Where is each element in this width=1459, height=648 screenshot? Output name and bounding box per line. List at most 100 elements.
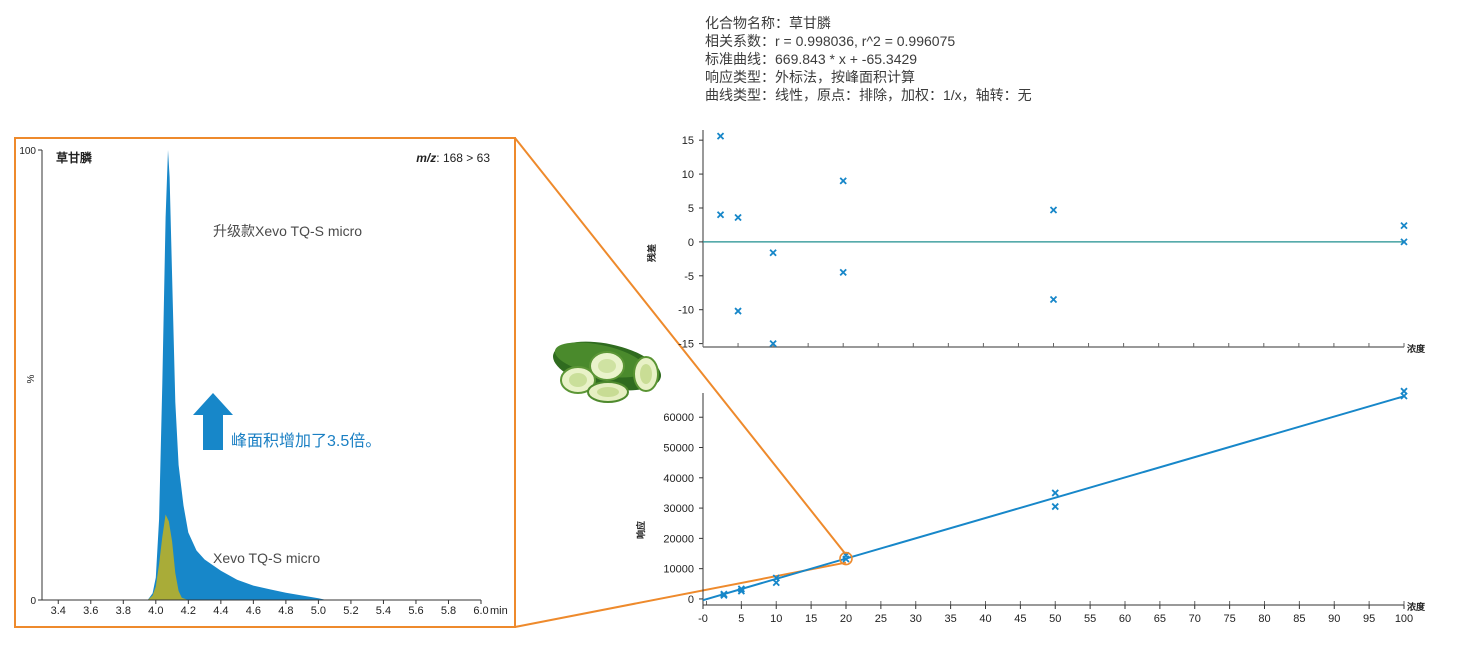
calibration-x-tick-label: 70 — [1189, 613, 1201, 625]
mz-label: m/z: 168 > 63 — [416, 151, 490, 165]
chrom-x-unit: min — [490, 605, 508, 617]
chromatogram-title: 草甘膦 — [56, 150, 92, 165]
calibration-x-tick-label: 35 — [944, 613, 956, 625]
calibration-point — [1051, 489, 1059, 497]
calibration-x-ticks: -0 5 10 15 20 25 30 35 40 45 50 55 60 65 70 75 80 85 90 95 1… — [698, 605, 1413, 625]
cucumber-icon — [553, 341, 661, 403]
residual-plot: 残差 15 10 5 0 -5 -10 -15 浓度 — [646, 130, 1426, 354]
residual-point — [839, 177, 847, 185]
calibration-x-tick-label: 25 — [875, 613, 887, 625]
residual-point — [769, 249, 777, 257]
calibration-x-tick-label: 55 — [1084, 613, 1096, 625]
chromatogram-panel: 草甘膦 m/z: 168 > 63 % 100 0 3.4 3.6 3.8 4.0 4.2… — [14, 137, 516, 628]
info-curve-type: 曲线类型：线性，原点：排除，加权：1/x，轴转：无 — [705, 87, 1032, 103]
residual-y-tick-label: 5 — [688, 203, 694, 215]
peak-area-annotation: 峰面积增加了3.5倍。 — [231, 432, 381, 450]
calibration-y-tick-label: 60000 — [663, 412, 694, 424]
calibration-x-tick-label: 85 — [1293, 613, 1305, 625]
chrom-x-ticks: 3.4 3.6 3.8 4.0 4.2 4.4 4.6 4.8 5.0 5.2 5.4 5.6 5.8 6… — [51, 600, 489, 617]
mz-transition: : 168 > 63 — [436, 151, 490, 165]
chrom-y-ticks: 100 0 — [19, 146, 42, 607]
residual-point — [1400, 238, 1408, 246]
chrom-x-tick-label: 3.6 — [83, 605, 98, 617]
residual-y-tick-label: -10 — [678, 305, 694, 317]
calibration-x-tick-label: 10 — [770, 613, 782, 625]
calibration-plot: 响应 0 10000 20000 30000 40000 50000 60000 -0 5 10… — [635, 387, 1426, 625]
info-compound: 化合物名称：草甘膦 — [705, 15, 831, 31]
series-label-legacy: Xevo TQ-S micro — [213, 550, 320, 566]
residual-y-tick-label: 10 — [682, 169, 694, 181]
calibration-point — [737, 587, 745, 595]
residual-y-tick-label: 15 — [682, 135, 694, 147]
residual-point — [1049, 206, 1058, 214]
chrom-x-tick-label: 4.4 — [213, 605, 228, 617]
residual-points — [716, 132, 1408, 348]
residual-x-minor-ticks — [702, 343, 1405, 347]
connector-line-bottom — [514, 561, 847, 628]
calibration-x-tick-label: 60 — [1119, 613, 1131, 625]
calibration-y-ticks: 0 10000 20000 30000 40000 50000 60000 — [663, 412, 703, 606]
calibration-point — [1051, 502, 1059, 511]
chrom-x-tick-label: 4.8 — [278, 605, 293, 617]
highlight-point-circle — [839, 551, 853, 566]
residual-point — [1400, 221, 1408, 230]
chrom-x-tick-label: 6.0 — [473, 605, 488, 617]
chrom-y-tick-label: 100 — [19, 146, 36, 157]
chrom-x-tick-label: 5.8 — [441, 605, 456, 617]
chromatogram-frame — [14, 137, 516, 628]
calibration-x-tick-label: 95 — [1363, 613, 1375, 625]
calibration-y-tick-label: 20000 — [663, 533, 694, 545]
calibration-x-tick-label: -0 — [698, 613, 708, 625]
calibration-fit-line — [702, 395, 1405, 602]
residual-x-axis-label: 浓度 — [1407, 343, 1426, 354]
chrom-x-tick-label: 5.0 — [311, 605, 326, 617]
calibration-point — [1400, 387, 1408, 395]
zoom-connector-lines — [514, 137, 847, 628]
residual-y-tick-label: -5 — [684, 271, 694, 283]
calibration-point — [772, 574, 780, 582]
calibration-x-tick-label: 45 — [1014, 613, 1026, 625]
calibration-x-axis-label: 浓度 — [1407, 601, 1426, 612]
chrom-x-tick-label: 5.6 — [408, 605, 423, 617]
connector-line-top — [514, 137, 847, 556]
chrom-y-tick-label: 0 — [30, 596, 36, 607]
peak-xevo-area — [147, 514, 189, 600]
residual-y-tick-label: 0 — [688, 237, 694, 249]
calibration-x-tick-label: 90 — [1328, 613, 1340, 625]
chrom-x-tick-label: 4.6 — [246, 605, 261, 617]
residual-y-axis-label: 残差 — [646, 244, 657, 262]
calibration-y-tick-label: 10000 — [663, 564, 694, 576]
chrom-x-tick-label: 3.8 — [116, 605, 131, 617]
calibration-x-tick-label: 65 — [1154, 613, 1166, 625]
calibration-point — [737, 585, 745, 593]
residual-point — [769, 339, 777, 348]
mz-prefix: m/z — [416, 151, 436, 165]
chrom-x-tick-label: 5.4 — [376, 605, 391, 617]
calibration-info: 化合物名称：草甘膦 相关系数：r = 0.998036, r^2 = 0.996… — [705, 14, 1032, 104]
calibration-y-tick-label: 50000 — [663, 443, 694, 455]
calibration-point — [720, 590, 728, 598]
calibration-y-tick-label: 30000 — [663, 503, 694, 515]
calibration-y-axis-label: 响应 — [635, 521, 646, 539]
chrom-y-axis-label: % — [26, 374, 37, 383]
calibration-x-tick-label: 40 — [979, 613, 991, 625]
chrom-x-tick-label: 5.2 — [343, 605, 358, 617]
residual-point — [734, 307, 742, 315]
calibration-x-tick-label: 75 — [1223, 613, 1235, 625]
series-label-upgrade: 升级款Xevo TQ-S micro — [213, 223, 362, 239]
calibration-points — [720, 387, 1408, 599]
calibration-x-tick-label: 50 — [1049, 613, 1061, 625]
info-calibration-curve: 标准曲线：669.843 * x + -65.3429 — [705, 51, 918, 67]
residual-point — [716, 211, 725, 219]
info-correlation: 相关系数：r = 0.998036, r^2 = 0.996075 — [705, 33, 956, 49]
calibration-x-tick-label: 5 — [738, 613, 744, 625]
info-response-type: 响应类型：外标法，按峰面积计算 — [705, 69, 915, 85]
chrom-x-tick-label: 3.4 — [51, 605, 66, 617]
residual-point — [1049, 295, 1058, 304]
calibration-x-tick-label: 80 — [1258, 613, 1270, 625]
chrom-x-tick-label: 4.0 — [148, 605, 163, 617]
residual-point — [839, 268, 847, 277]
residual-y-ticks: 15 10 5 0 -5 -10 -15 — [678, 135, 703, 351]
chrom-x-tick-label: 4.2 — [181, 605, 196, 617]
